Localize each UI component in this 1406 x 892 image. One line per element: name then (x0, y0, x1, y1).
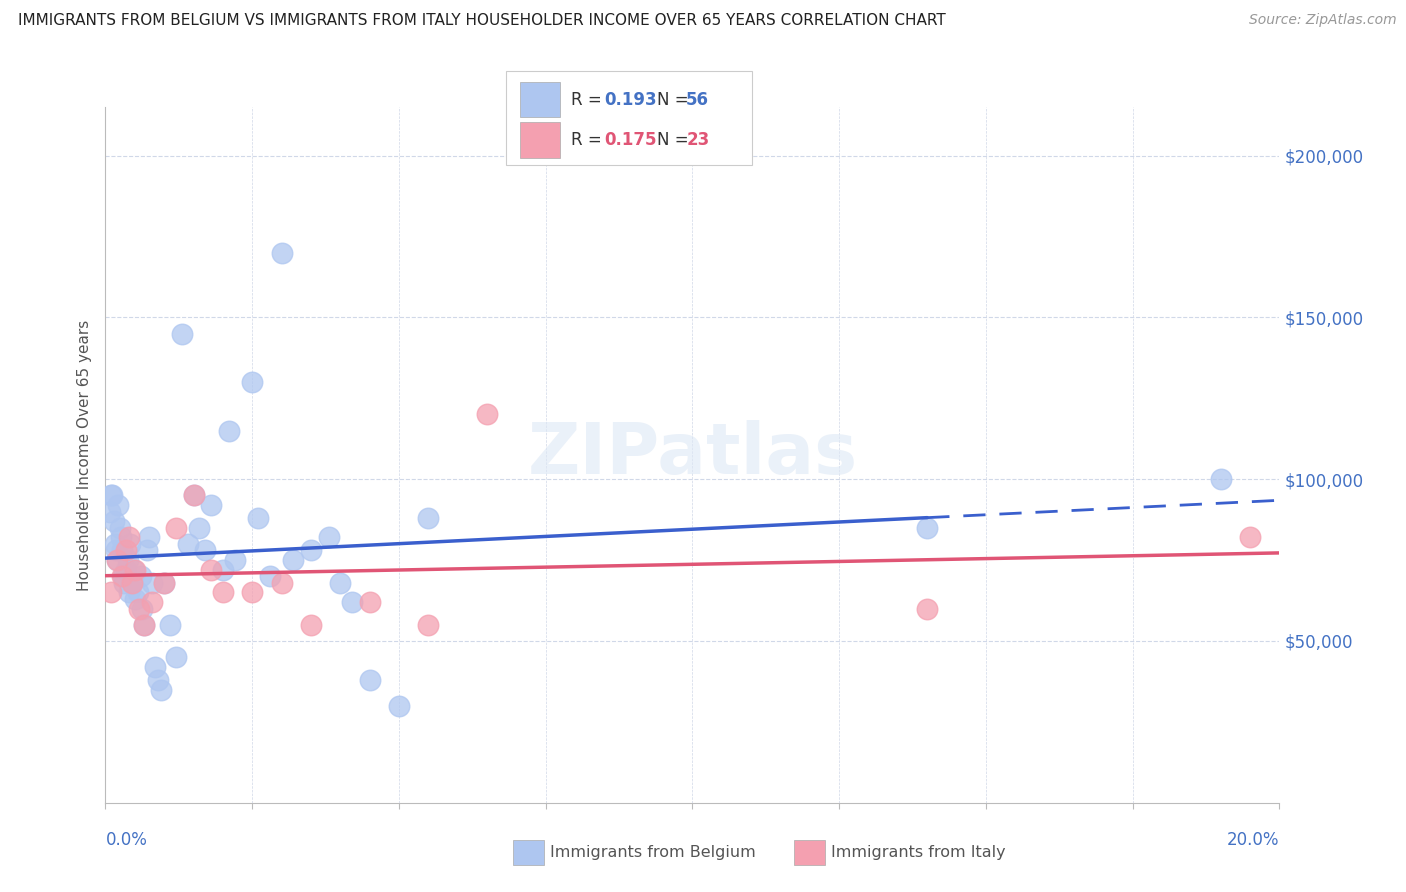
Text: 56: 56 (686, 91, 709, 109)
Point (153, 575, 176, 590)
Point (183, 488, 205, 502)
Point (141, 595, 163, 609)
Point (359, 595, 381, 609)
Point (170, 326, 193, 341)
Point (98, 504, 121, 518)
Point (112, 569, 135, 583)
Point (124, 591, 146, 606)
Text: 0.175: 0.175 (605, 131, 657, 149)
Point (200, 563, 222, 577)
Point (159, 617, 181, 632)
Point (340, 595, 363, 609)
Point (917, 601, 939, 615)
Point (224, 553, 246, 567)
Point (1209, 472, 1232, 486)
Point (138, 531, 160, 545)
Point (200, 498, 222, 512)
Text: 23: 23 (686, 131, 710, 149)
Point (124, 563, 146, 577)
Point (105, 553, 128, 567)
Point (107, 498, 129, 512)
Text: N =: N = (657, 131, 693, 149)
Point (218, 424, 240, 438)
Point (165, 521, 187, 535)
Point (194, 543, 217, 558)
Point (105, 553, 128, 567)
Point (100, 585, 122, 599)
Point (388, 698, 411, 713)
Point (475, 408, 498, 422)
Point (176, 537, 198, 551)
Text: R =: R = (571, 91, 607, 109)
Point (153, 575, 176, 590)
Point (211, 563, 233, 577)
Point (318, 531, 340, 545)
Text: N =: N = (657, 91, 693, 109)
Text: 20.0%: 20.0% (1227, 831, 1279, 849)
Point (101, 488, 124, 502)
Point (100, 488, 122, 502)
Point (1239, 531, 1261, 545)
Point (183, 488, 205, 502)
Point (165, 650, 187, 665)
Text: 0.193: 0.193 (605, 91, 657, 109)
Point (110, 531, 132, 545)
Point (131, 601, 153, 615)
Point (111, 543, 134, 558)
Point (108, 521, 131, 535)
Point (115, 563, 138, 577)
Point (418, 617, 440, 632)
Point (299, 617, 322, 632)
Point (104, 537, 127, 551)
Point (115, 543, 138, 558)
Point (240, 585, 263, 599)
Point (247, 511, 270, 525)
Point (135, 543, 157, 558)
Point (127, 585, 149, 599)
Point (917, 521, 939, 535)
Text: 0.0%: 0.0% (105, 831, 148, 849)
Point (112, 575, 135, 590)
Point (105, 543, 128, 558)
Point (118, 585, 141, 599)
Point (143, 660, 166, 674)
Point (117, 553, 139, 567)
Point (121, 575, 143, 590)
Point (150, 682, 173, 697)
Point (270, 245, 292, 260)
Text: ZIPatlas: ZIPatlas (527, 420, 858, 490)
Point (132, 617, 155, 632)
Point (122, 563, 145, 577)
Point (111, 569, 134, 583)
Point (418, 511, 440, 525)
Point (359, 673, 381, 687)
Text: Immigrants from Italy: Immigrants from Italy (831, 846, 1005, 860)
Point (329, 575, 352, 590)
Text: IMMIGRANTS FROM BELGIUM VS IMMIGRANTS FROM ITALY HOUSEHOLDER INCOME OVER 65 YEAR: IMMIGRANTS FROM BELGIUM VS IMMIGRANTS FR… (18, 13, 946, 29)
Point (120, 537, 142, 551)
Point (129, 569, 152, 583)
Point (103, 514, 125, 528)
Point (148, 673, 170, 687)
Point (118, 531, 141, 545)
Point (211, 585, 233, 599)
Point (121, 575, 143, 590)
Point (299, 543, 322, 558)
Text: Source: ZipAtlas.com: Source: ZipAtlas.com (1249, 13, 1396, 28)
Point (141, 575, 163, 590)
Point (132, 617, 155, 632)
Point (283, 553, 305, 567)
Point (259, 569, 281, 583)
Point (128, 601, 150, 615)
Text: R =: R = (571, 131, 607, 149)
Point (188, 521, 211, 535)
Text: Immigrants from Belgium: Immigrants from Belgium (550, 846, 755, 860)
Point (240, 375, 263, 389)
Y-axis label: Householder Income Over 65 years: Householder Income Over 65 years (77, 319, 93, 591)
Point (270, 575, 292, 590)
